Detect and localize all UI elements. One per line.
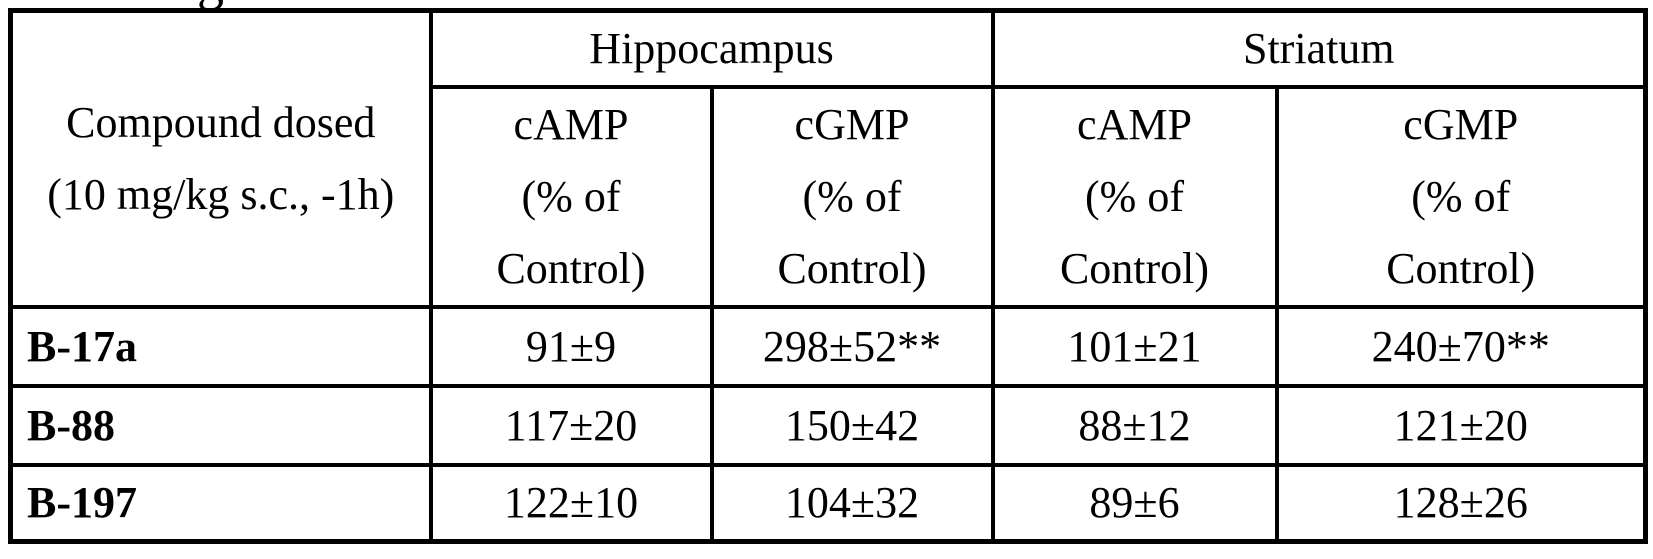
measure-header-line1: cGMP [794, 100, 910, 149]
compound-header-line2: (10 mg/kg s.c., -1h) [47, 170, 395, 219]
compound-header-cell: Compound dosed (10 mg/kg s.c., -1h) [8, 8, 433, 309]
region-header-striatum: Striatum [990, 8, 1648, 89]
value-cell: 104±32 [709, 463, 995, 544]
value-cell: 117±20 [428, 384, 714, 467]
measure-header-line2: (% of [521, 172, 621, 221]
clipped-letter-g-fragment: g [197, 0, 224, 12]
compound-cell: B-17a [8, 305, 433, 388]
measure-header-line1: cGMP [1403, 100, 1519, 149]
value-cell: 298±52** [709, 305, 995, 388]
measure-header-striatum-camp: cAMP (% of Control) [990, 85, 1279, 309]
table-row: B-88 117±20 150±42 88±12 121±20 [8, 384, 1648, 467]
table-row: B-197 122±10 104±32 89±6 128±26 [8, 463, 1648, 544]
compound-cell: B-88 [8, 384, 433, 467]
measure-header-row: cAMP (% of Control) cGMP (% of Control) … [11, 85, 1648, 309]
table-row: B-17a 91±9 298±52** 101±21 240±70** [8, 305, 1648, 388]
measure-header-line3: Control) [777, 244, 927, 293]
measure-header-line2: (% of [1411, 172, 1511, 221]
measure-header-line3: Control) [1059, 244, 1210, 293]
measure-header-striatum-cgmp: cGMP (% of Control) [1274, 85, 1648, 309]
region-header-hippocampus: Hippocampus [428, 8, 995, 89]
value-cell: 122±10 [428, 463, 714, 544]
measure-header-hippocampus-camp: cAMP (% of Control) [428, 85, 714, 309]
value-cell: 150±42 [709, 384, 995, 467]
value-cell: 101±21 [990, 305, 1279, 388]
value-cell: 91±9 [428, 305, 714, 388]
measure-header-line2: (% of [802, 172, 902, 221]
measure-header-line2: (% of [1085, 172, 1184, 221]
results-table: Compound dosed (10 mg/kg s.c., -1h) Hipp… [8, 8, 1648, 544]
compound-cell: B-197 [8, 463, 433, 544]
measure-header-line3: Control) [496, 244, 646, 293]
value-cell: 89±6 [990, 463, 1279, 544]
value-cell: 128±26 [1274, 463, 1648, 544]
value-cell: 240±70** [1274, 305, 1648, 388]
value-cell: 88±12 [990, 384, 1279, 467]
measure-header-line3: Control) [1386, 244, 1536, 293]
compound-header-line1: Compound dosed [66, 98, 376, 147]
measure-header-line1: cAMP [513, 100, 629, 149]
value-cell: 121±20 [1274, 384, 1648, 467]
measure-header-hippocampus-cgmp: cGMP (% of Control) [709, 85, 995, 309]
measure-header-line1: cAMP [1077, 100, 1192, 149]
region-header-row: Compound dosed (10 mg/kg s.c., -1h) Hipp… [8, 8, 1648, 309]
